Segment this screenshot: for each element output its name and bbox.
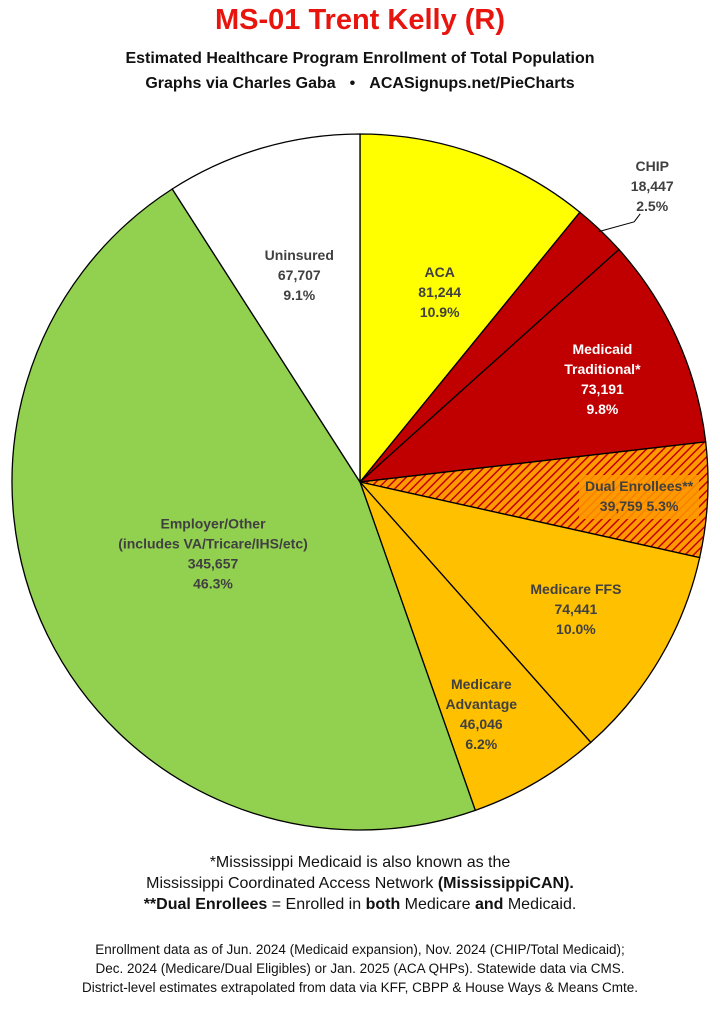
slice-label-aca: ACA 81,244 10.9% <box>418 264 461 320</box>
slice-label-line: 6.2% <box>465 736 497 752</box>
footnote-2b: (MississippiCAN). <box>437 875 574 892</box>
slice-label-line: ACA <box>425 264 455 280</box>
chart-title: MS-01 Trent Kelly (R) <box>214 4 506 36</box>
footnote-3b: = Enrolled in <box>267 896 366 913</box>
slice-label-line: (includes VA/Tricare/IHS/etc) <box>118 536 308 552</box>
source-line-2: Dec. 2024 (Medicare/Dual Eligibles) or J… <box>95 961 625 976</box>
pie-slice-medicare-ffs <box>358 480 701 744</box>
footnote-3f: Medicaid. <box>503 896 577 913</box>
footnote-3c: both <box>365 896 401 913</box>
footnotes: *Mississippi Medicaid is also known as t… <box>0 852 720 915</box>
chart-credit-line: Graphs via Charles Gaba • ACASignups.net/P… <box>0 75 720 93</box>
footnote-line-1: *Mississippi Medicaid is also known as t… <box>209 854 511 871</box>
pie-slices <box>11 133 709 831</box>
slice-label-uninsured: Uninsured 67,707 9.1% <box>265 247 334 303</box>
source-line-1: Enrollment data as of Jun. 2024 (Medicai… <box>95 942 625 957</box>
slice-label-line: Medicare FFS <box>530 581 621 597</box>
credit-author: Graphs via Charles Gaba <box>145 75 336 92</box>
pie-slice-employer-other-includes-va-tricare-ihs-etc <box>11 188 477 831</box>
pie-labels: ACA 81,244 10.9% CHIP 18,447 2.5% Medicaid Trad… <box>118 158 700 752</box>
slice-label-line: Medicare <box>451 676 512 692</box>
slice-label-medicaid-traditional: Medicaid Traditional* 73,191 9.8% <box>564 341 641 417</box>
slice-label-line: 73,191 <box>581 381 624 397</box>
slice-label-line: 67,707 <box>278 267 321 283</box>
slice-label-line: 9.1% <box>283 287 315 303</box>
source-notes: Enrollment data as of Jun. 2024 (Medicai… <box>0 940 720 997</box>
pie-chart: ACA 81,244 10.9% CHIP 18,447 2.5% Medicaid Trad… <box>11 133 709 831</box>
footnote-3d: Medicare <box>400 896 475 913</box>
slice-label-employer-other-includes-va-tricare-ihs-etc: Employer/Other (includes VA/Tricare/IHS/e… <box>118 516 308 592</box>
slice-label-line: 46.3% <box>193 576 233 592</box>
slice-label-line: 39,759 5.3% <box>600 498 679 514</box>
credit-url: ACASignups.net/PieCharts <box>369 75 575 92</box>
footnote-line-3: **Dual Enrollees = Enrolled in both Medi… <box>0 894 720 915</box>
footnote-3a: **Dual Enrollees <box>143 896 268 913</box>
slice-label-line: CHIP <box>635 158 668 174</box>
footnote-line-2: Mississippi Coordinated Access Network (… <box>0 873 720 894</box>
slice-label-line: Uninsured <box>265 247 334 263</box>
slice-label-line: Employer/Other <box>160 516 266 532</box>
slice-label-medicare-advantage: Medicare Advantage 46,046 6.2% <box>446 676 518 752</box>
slice-label-dual-enrollees: Dual Enrollees** 39,759 5.3% <box>585 478 694 514</box>
credit-separator: • <box>349 75 356 92</box>
slice-label-line: 345,657 <box>188 556 239 572</box>
dual-label-backdrop <box>579 475 700 519</box>
footnote-3e: and <box>474 896 504 913</box>
slice-label-line: 9.8% <box>586 401 618 417</box>
source-line-3: District-level estimates extrapolated fr… <box>82 980 638 995</box>
pie-slice-medicare-advantage <box>359 481 592 812</box>
slice-label-line: 46,046 <box>460 716 503 732</box>
pie-slice-uninsured <box>171 133 361 485</box>
slice-label-line: 2.5% <box>636 198 668 214</box>
slice-label-line: 81,244 <box>418 284 461 300</box>
pie-slice-medicaid-traditional <box>358 248 707 483</box>
slice-label-chip: CHIP 18,447 2.5% <box>631 158 674 214</box>
slice-label-line: 10.0% <box>556 621 596 637</box>
slice-label-line: Medicaid <box>572 341 632 357</box>
slice-label-line: 18,447 <box>631 178 674 194</box>
leader-line-chip <box>598 213 641 233</box>
slice-label-line: Dual Enrollees** <box>585 478 694 494</box>
slice-label-line: 74,441 <box>554 601 597 617</box>
slice-label-line: Advantage <box>446 696 518 712</box>
chart-subtitle: Estimated Healthcare Program Enrollment … <box>125 50 595 67</box>
footnote-2a: Mississippi Coordinated Access Network <box>146 875 438 892</box>
pie-slice-aca <box>359 133 581 484</box>
slice-label-medicare-ffs: Medicare FFS 74,441 10.0% <box>530 581 621 637</box>
slice-label-line: Traditional* <box>564 361 641 377</box>
slice-label-line: 10.9% <box>420 304 460 320</box>
